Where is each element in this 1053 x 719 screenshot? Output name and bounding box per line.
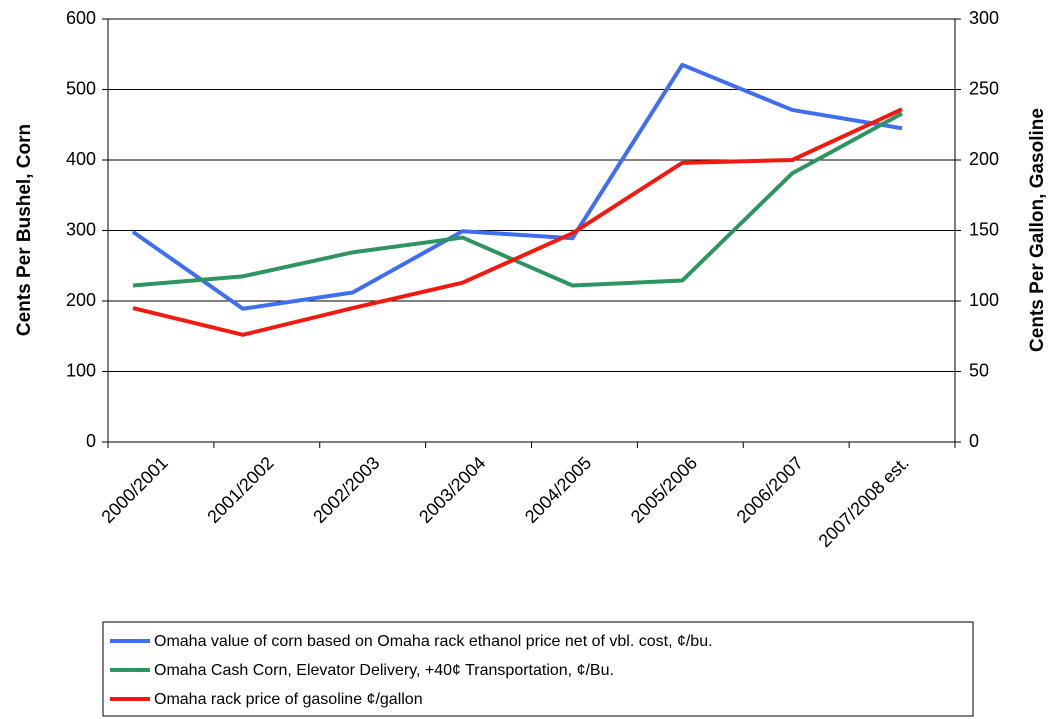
x-tick-label: 2006/2007 [733, 453, 807, 527]
legend-label: Omaha rack price of gasoline ¢/gallon [154, 691, 423, 708]
y2-tick-label: 0 [969, 431, 979, 451]
line-series [131, 62, 903, 311]
y-tick-label: 400 [66, 149, 96, 169]
legend-label: Omaha value of corn based on Omaha rack … [154, 633, 713, 650]
line-series [132, 111, 903, 288]
y2-tick-label: 150 [969, 219, 999, 239]
x-tick-label: 2002/2003 [309, 453, 383, 527]
y-tick-label: 0 [86, 431, 96, 451]
y-tick-label: 600 [66, 8, 96, 28]
x-tick-label: 2004/2005 [521, 453, 595, 527]
x-tick-label: 2000/2001 [97, 453, 171, 527]
y2-tick-label: 200 [969, 149, 999, 169]
y-tick-label: 100 [66, 360, 96, 380]
legend-label: Omaha Cash Corn, Elevator Delivery, +40¢… [154, 662, 614, 679]
y-axis-title: Cents Per Bushel, Corn [14, 124, 35, 336]
y2-axis-title: Cents Per Gallon, Gasoline [1027, 108, 1048, 352]
x-tick-label: 2001/2002 [203, 453, 277, 527]
y-tick-label: 500 [66, 78, 96, 98]
y2-tick-label: 250 [969, 78, 999, 98]
legend-box [102, 621, 974, 717]
y-tick-label: 300 [66, 219, 96, 239]
line-series [132, 107, 903, 337]
x-tick-label: 2003/2004 [415, 453, 489, 527]
y2-tick-label: 100 [969, 290, 999, 310]
y-tick-label: 200 [66, 290, 96, 310]
y2-tick-label: 300 [969, 8, 999, 28]
y2-tick-label: 50 [969, 360, 989, 380]
x-tick-label: 2005/2006 [627, 453, 701, 527]
x-tick-label: 2007/2008 est. [815, 453, 913, 551]
